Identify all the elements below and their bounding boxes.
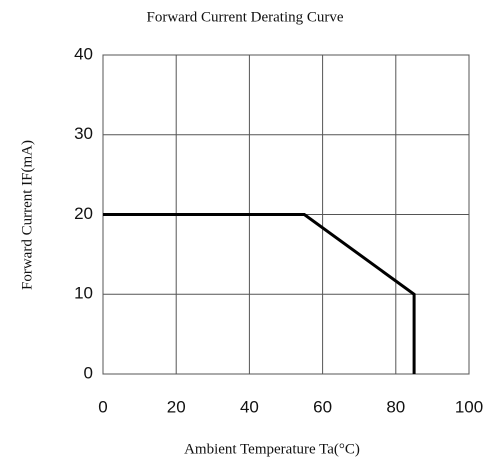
y-tick-label: 0: [84, 363, 93, 382]
x-tick-label: 60: [313, 397, 332, 416]
y-tick-label: 40: [74, 44, 93, 63]
y-axis-label: Forward Current IF(mA): [19, 140, 35, 290]
x-tick-label: 80: [386, 397, 405, 416]
y-tick-label: 10: [74, 284, 93, 303]
y-tick-label: 20: [74, 204, 93, 223]
y-tick-label: 30: [74, 124, 93, 143]
x-tick-label: 40: [240, 397, 259, 416]
x-tick-label: 20: [167, 397, 186, 416]
x-axis-label: Ambient Temperature Ta(°C): [184, 441, 360, 457]
x-tick-label: 0: [98, 397, 107, 416]
x-tick-label: 100: [455, 397, 483, 416]
chart-title: Forward Current Derating Curve: [146, 9, 343, 25]
derating-curve: [103, 213, 416, 374]
